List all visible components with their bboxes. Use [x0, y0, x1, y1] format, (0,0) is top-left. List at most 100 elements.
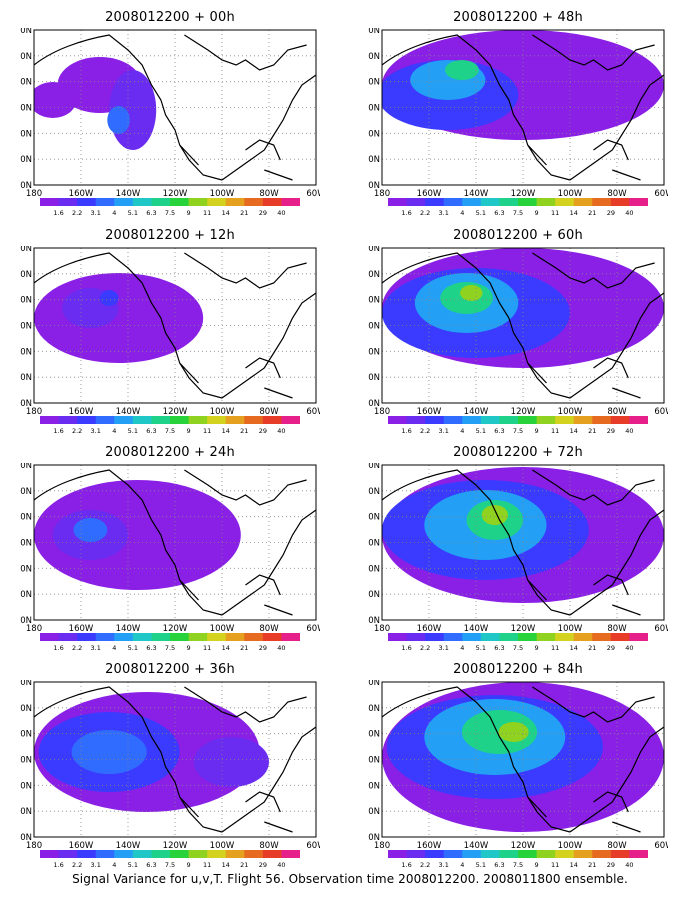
- colorbar-label: 6.3: [146, 644, 156, 652]
- colorbar-swatch: [207, 633, 227, 641]
- lat-label: 20N: [20, 590, 32, 600]
- map-plot: 70N 60N 50N 40N 30N 20N 10N180 160W 140W 120W 100W…: [20, 463, 320, 634]
- lon-label: 100W: [558, 841, 583, 851]
- colorbar-swatch: [244, 850, 264, 858]
- colorbar-swatch: [151, 850, 171, 858]
- colorbar-label: 7.5: [165, 644, 175, 652]
- colorbar-swatch: [518, 416, 538, 424]
- lon-label: 80W: [607, 407, 627, 417]
- lon-label: 180: [374, 624, 390, 634]
- lat-label: 20N: [368, 807, 380, 817]
- colorbar-swatch: [95, 416, 115, 424]
- colorbar-swatch: [462, 850, 482, 858]
- colorbar-label: 5.1: [476, 209, 486, 217]
- colorbar-label: 6.3: [494, 209, 504, 217]
- colorbar-swatch: [132, 850, 152, 858]
- coastline: [381, 686, 665, 833]
- colorbar-swatch: [406, 416, 426, 424]
- colorbar-label: 6.3: [146, 861, 156, 869]
- lon-label: 140W: [464, 407, 489, 417]
- colorbar-swatch: [114, 198, 134, 206]
- lat-label: 40N: [20, 104, 32, 114]
- lat-label: 60N: [20, 270, 32, 280]
- colorbar-label: 40: [625, 644, 633, 652]
- colorbar-swatch: [151, 633, 171, 641]
- colorbar-label: 5.1: [476, 861, 486, 869]
- colorbar-label: 5.1: [128, 427, 138, 435]
- lat-label: 50N: [368, 730, 380, 740]
- colorbar-swatch: [388, 850, 408, 858]
- panel-title: 2008012200 + 00h: [105, 10, 235, 25]
- coastline: [381, 469, 665, 616]
- lat-label: 50N: [368, 296, 380, 306]
- lat-label: 40N: [368, 104, 380, 114]
- lon-label: 80W: [607, 624, 627, 634]
- colorbar-label: 21: [240, 209, 248, 217]
- colorbar-swatch: [188, 198, 208, 206]
- lon-label: 160W: [69, 624, 94, 634]
- variance-region: [34, 273, 204, 363]
- lon-label: 120W: [511, 624, 536, 634]
- lat-label: 40N: [368, 322, 380, 332]
- colorbar-label: 7.5: [513, 644, 523, 652]
- map-frame: [381, 247, 665, 404]
- colorbar-label: 21: [240, 427, 248, 435]
- variance-region: [73, 518, 108, 542]
- lat-label: 10N: [368, 181, 380, 191]
- lon-label: 120W: [511, 407, 536, 417]
- colorbar-swatch: [40, 416, 60, 424]
- colorbar-swatch: [170, 633, 190, 641]
- colorbar-label: 14: [570, 427, 578, 435]
- lat-label: 10N: [20, 399, 32, 409]
- colorbar-label: 4: [460, 427, 464, 435]
- lon-label: 80W: [259, 624, 279, 634]
- colorbar: 1.6 2.2 3.1 4 5.1 6.3 7.5 9 11 14 21 29 40: [388, 198, 648, 217]
- colorbar-label: 40: [625, 209, 633, 217]
- map-panel-48h: 2008012200 + 48h 70N 60N 50N 40N 30N 20N 10N180…: [368, 8, 668, 223]
- lat-label: 10N: [20, 616, 32, 626]
- colorbar-label: 11: [551, 209, 559, 217]
- lon-label: 100W: [210, 841, 235, 851]
- panel-title: 2008012200 + 36h: [105, 662, 235, 677]
- colorbar-label: 1.6: [53, 861, 63, 869]
- colorbar-swatch: [425, 633, 445, 641]
- lon-label: 80W: [259, 407, 279, 417]
- lon-label: 80W: [607, 189, 627, 199]
- colorbar-swatch: [629, 416, 648, 424]
- lat-label: 40N: [20, 322, 32, 332]
- lat-label: 70N: [20, 246, 32, 254]
- colorbar-label: 11: [551, 861, 559, 869]
- colorbar-label: 5.1: [476, 644, 486, 652]
- colorbar-swatch: [573, 198, 593, 206]
- lon-label: 80W: [259, 189, 279, 199]
- colorbar-label: 14: [222, 861, 230, 869]
- lon-label: 160W: [69, 189, 94, 199]
- colorbar-swatch: [151, 198, 171, 206]
- colorbar-label: 2.2: [420, 644, 430, 652]
- colorbar-swatch: [518, 633, 538, 641]
- variance-region: [34, 480, 241, 590]
- colorbar-swatch: [225, 850, 245, 858]
- colorbar: 1.6 2.2 3.1 4 5.1 6.3 7.5 9 11 14 21 29 40: [388, 633, 648, 652]
- colorbar-label: 21: [588, 209, 596, 217]
- colorbar-swatch: [40, 850, 60, 858]
- lat-label: 70N: [368, 463, 380, 471]
- colorbar: 1.6 2.2 3.1 4 5.1 6.3 7.5 9 11 14 21 29 40: [40, 416, 300, 435]
- colorbar-swatch: [95, 633, 115, 641]
- colorbar-swatch: [281, 633, 300, 641]
- lon-label: 140W: [464, 189, 489, 199]
- colorbar-swatch: [132, 198, 152, 206]
- colorbar-label: 11: [203, 427, 211, 435]
- colorbar-swatch: [499, 850, 519, 858]
- colorbar-label: 9: [535, 861, 539, 869]
- colorbar-swatch: [462, 633, 482, 641]
- coastline: [33, 686, 317, 833]
- colorbar-swatch: [40, 633, 60, 641]
- map-panel-36h: 2008012200 + 36h 70N 60N 50N 40N 30N 20N 10N180…: [20, 660, 320, 875]
- colorbar-label: 2.2: [72, 644, 82, 652]
- colorbar-swatch: [536, 633, 556, 641]
- coastline: [381, 34, 665, 181]
- lon-label: 160W: [69, 407, 94, 417]
- colorbar-label: 11: [203, 644, 211, 652]
- colorbar-swatch: [262, 850, 282, 858]
